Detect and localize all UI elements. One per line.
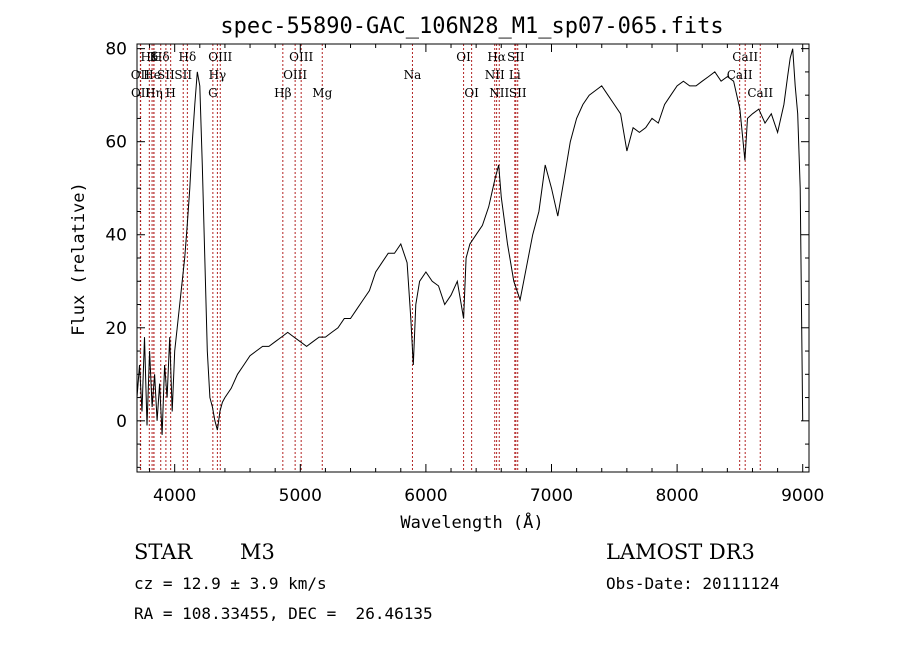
redshift-readout: cz = 12.9 ± 3.9 km/s [134,574,327,593]
line-label-27: CaII [732,50,758,64]
x-tick-label-0: 4000 [153,486,196,506]
x-tick-label-2: 6000 [404,486,447,506]
line-label-0: Hδ [140,50,158,64]
y-tick-label-4: 80 [105,40,127,60]
line-label-9: Hδ [179,50,197,64]
line-label-2: OII [131,86,151,100]
line-label-13: G [208,86,218,100]
y-axis: 0 20 40 60 80 [105,40,809,468]
x-axis: 4000 5000 6000 7000 8000 9000 [149,44,824,506]
spectrum-line [136,48,804,435]
chart-title: spec-55890-GAC_106N28_M1_sp07-065.fits [220,14,723,39]
observation-date: Obs-Date: 20111124 [606,574,780,593]
line-label-22: SII [507,50,525,64]
line-label-7: SII [157,68,175,82]
line-label-4: He [143,68,161,82]
line-label-17: Mg [312,86,332,100]
line-label-28: CaII [727,68,753,82]
y-tick-label-3: 60 [105,133,127,153]
line-label-11: OIII [208,50,232,64]
line-markers [139,44,761,472]
x-axis-label: Wavelength (Å) [400,511,543,533]
y-tick-label-1: 20 [105,319,127,339]
line-label-12: Hγ [209,68,227,82]
line-label-29: CaII [747,86,773,100]
line-label-15: OIII [283,68,307,82]
y-axis-label: Flux (relative) [69,182,89,336]
line-label-14: OIII [289,50,313,64]
line-label-19: OI [456,50,471,64]
line-label-6: Hδ [152,50,170,64]
y-tick-label-0: 0 [116,412,127,432]
line-label-25: NII [489,86,509,100]
line-label-23: NII [485,68,505,82]
x-tick-label-4: 8000 [655,486,698,506]
survey-name: LAMOST DR3 [606,540,755,564]
line-label-16: Hβ [274,86,291,100]
line-label-8: H [165,86,175,100]
line-label-21: Hα [487,50,506,64]
plot-frame [136,43,810,473]
line-label-26: SII [509,86,527,100]
coordinates: RA = 108.33455, DEC = 26.46135 [134,604,433,623]
object-class: STAR [134,540,193,564]
x-tick-label-5: 9000 [781,486,824,506]
x-tick-label-1: 5000 [279,486,322,506]
spectrum-chart: spec-55890-GAC_106N28_M1_sp07-065.fits H… [69,14,824,533]
line-label-18: Na [404,68,422,82]
line-label-10: SII [174,68,192,82]
line-label-3: K [149,50,159,64]
x-tick-label-3: 7000 [530,486,573,506]
object-subclass: M3 [240,540,275,564]
y-tick-label-2: 40 [105,226,127,246]
line-label-5: Hη [145,86,163,100]
line-labels: HδOIIOIIKHeHηHδSIIHHδSIIOIIIHγGOIIIOIIIH… [131,50,774,100]
line-label-20: OI [464,86,479,100]
line-label-1: OII [131,68,151,82]
line-label-24: Li [509,68,521,82]
